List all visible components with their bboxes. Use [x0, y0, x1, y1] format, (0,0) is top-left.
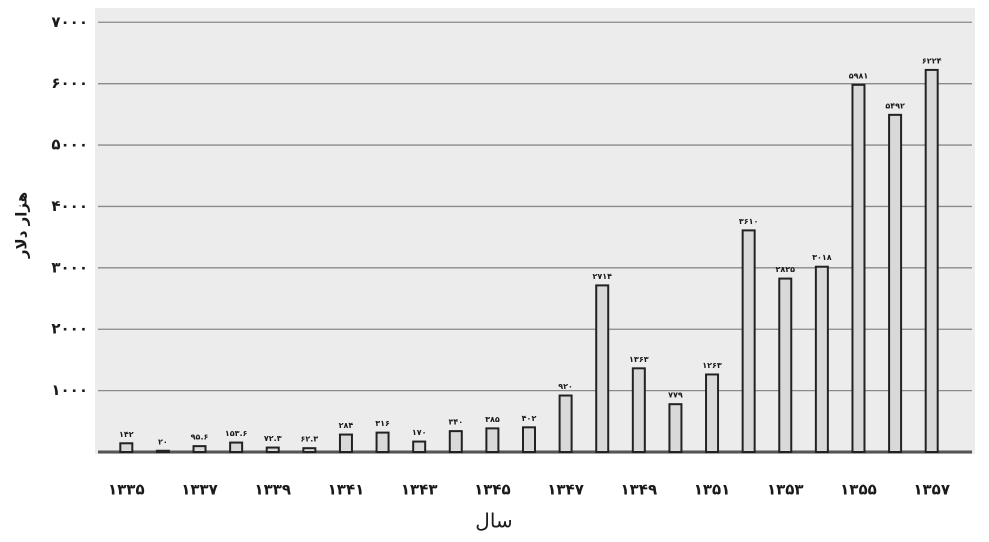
bar	[450, 431, 462, 452]
bar	[194, 446, 206, 452]
x-tick-label: ۱۳۵۳	[767, 481, 804, 499]
value-label: ۶۲.۳	[301, 435, 319, 444]
bar	[816, 267, 828, 452]
y-axis-label: هزار دلار	[13, 192, 31, 259]
bar	[743, 230, 755, 452]
y-tick-label: ۷۰۰۰	[51, 13, 88, 31]
value-label: ۳۰۱۸	[812, 253, 832, 262]
x-tick-label: ۱۳۴۹	[621, 481, 658, 499]
x-tick-label: ۱۳۳۵	[108, 481, 145, 499]
y-tick-label: ۱۰۰۰	[51, 381, 88, 399]
x-tick-label: ۱۳۳۹	[254, 481, 291, 499]
bar	[340, 435, 352, 452]
value-label: ۱۷۰	[412, 428, 427, 437]
y-tick-label: ۴۰۰۰	[51, 197, 88, 215]
bar	[889, 115, 901, 452]
value-label: ۹۵.۶	[191, 433, 209, 442]
bar	[303, 448, 315, 452]
bar	[669, 404, 681, 452]
chart: هزار دلار سال ۱۰۰۰ ۲۰۰۰ ۳۰۰۰ ۴۰۰۰ ۵۰۰۰ ۶۰۰۰ ۷۰…	[0, 0, 989, 542]
bar	[596, 285, 608, 452]
bar	[267, 448, 279, 452]
x-tick-label: ۱۳۵۵	[840, 481, 877, 499]
y-tick-label: ۲۰۰۰	[51, 320, 88, 338]
value-label: ۹۲۰	[558, 382, 573, 391]
value-label: ۲۸۴	[339, 421, 354, 430]
x-tick-label: ۱۳۵۱	[694, 481, 731, 499]
x-tick-label: ۱۳۵۷	[913, 481, 950, 499]
value-label: ۳۴۰	[448, 418, 463, 427]
value-label: ۲۷۱۴	[592, 272, 612, 281]
bar	[523, 427, 535, 452]
x-tick-label: ۱۳۴۷	[547, 481, 584, 499]
bar	[413, 442, 425, 452]
value-label: ۲۸۲۵	[775, 265, 795, 274]
bar	[779, 279, 791, 452]
bar	[486, 428, 498, 452]
y-tick-label: ۵۰۰۰	[51, 136, 88, 154]
value-label: ۶۲۲۴	[922, 56, 942, 65]
bar	[706, 374, 718, 452]
x-tick-label: ۱۳۴۳	[401, 481, 438, 499]
value-label: ۱۴۲	[119, 430, 134, 439]
x-axis-label: سال	[475, 509, 512, 533]
bar	[633, 368, 645, 452]
bar	[120, 443, 132, 452]
x-tick-label: ۱۳۴۵	[474, 481, 511, 499]
value-label: ۱۵۳.۶	[225, 429, 248, 438]
value-label: ۲۰	[158, 437, 168, 446]
value-label: ۳۸۵	[485, 415, 500, 424]
value-label: ۱۲۶۳	[702, 361, 722, 370]
value-label: ۴۰۲	[522, 414, 537, 423]
y-tick-label: ۳۰۰۰	[51, 258, 88, 276]
value-label: ۳۶۱۰	[739, 217, 759, 226]
plot-background	[95, 8, 975, 454]
value-label: ۳۱۶	[375, 419, 390, 428]
value-label: ۵۹۸۱	[849, 71, 869, 80]
y-tick-label: ۶۰۰۰	[51, 74, 88, 92]
bar	[230, 443, 242, 452]
value-label: ۷۲.۳	[264, 434, 282, 443]
value-label: ۱۳۶۳	[629, 355, 649, 364]
bar	[157, 451, 169, 452]
value-label: ۷۷۹	[668, 391, 683, 400]
bar	[560, 396, 572, 452]
bar	[377, 433, 389, 452]
bar	[926, 70, 938, 452]
bar	[852, 85, 864, 452]
x-tick-label: ۱۳۴۱	[328, 481, 365, 499]
value-label: ۵۴۹۲	[885, 101, 905, 110]
x-tick-label: ۱۳۳۷	[181, 481, 218, 499]
